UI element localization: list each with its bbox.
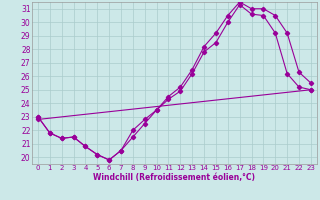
X-axis label: Windchill (Refroidissement éolien,°C): Windchill (Refroidissement éolien,°C)	[93, 173, 255, 182]
